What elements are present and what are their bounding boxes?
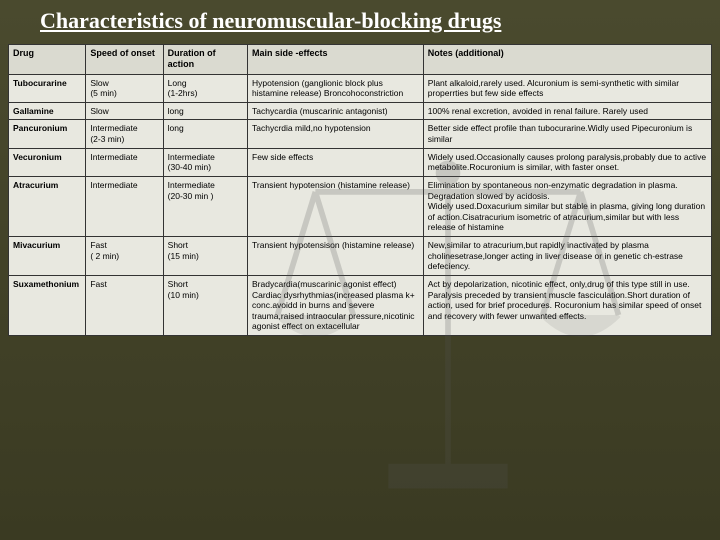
- cell-drug: Suxamethonium: [9, 275, 86, 335]
- table-row: PancuroniumIntermediate (2-3 min)longTac…: [9, 120, 712, 148]
- cell-side: Few side effects: [248, 148, 424, 176]
- cell-notes: 100% renal excretion, avoided in renal f…: [423, 102, 711, 120]
- table-row: MivacuriumFast ( 2 min)Short (15 min)Tra…: [9, 237, 712, 276]
- cell-drug: Pancuronium: [9, 120, 86, 148]
- cell-duration: Intermediate (30-40 min): [163, 148, 247, 176]
- cell-duration: Short (10 min): [163, 275, 247, 335]
- th-side: Main side -effects: [248, 45, 424, 75]
- table-container: Drug Speed of onset Duration of action M…: [8, 44, 712, 336]
- table-row: SuxamethoniumFastShort (10 min)Bradycard…: [9, 275, 712, 335]
- cell-speed: Fast: [86, 275, 163, 335]
- cell-notes: Widely used.Occasionally causes prolong …: [423, 148, 711, 176]
- cell-duration: long: [163, 120, 247, 148]
- cell-speed: Fast ( 2 min): [86, 237, 163, 276]
- cell-drug: Tubocurarine: [9, 74, 86, 102]
- cell-side: Transient hypotensison (histamine releas…: [248, 237, 424, 276]
- cell-notes: Plant alkaloid,rarely used. Alcuronium i…: [423, 74, 711, 102]
- cell-side: Tachycardia (muscarinic antagonist): [248, 102, 424, 120]
- th-speed: Speed of onset: [86, 45, 163, 75]
- cell-drug: Mivacurium: [9, 237, 86, 276]
- cell-notes: New,similar to atracurium,but rapidly in…: [423, 237, 711, 276]
- cell-drug: Atracurium: [9, 176, 86, 236]
- cell-side: Tachycrdia mild,no hypotension: [248, 120, 424, 148]
- cell-duration: long: [163, 102, 247, 120]
- cell-duration: Long (1-2hrs): [163, 74, 247, 102]
- cell-side: Bradycardia(muscarinic agonist effect) C…: [248, 275, 424, 335]
- table-row: TubocurarineSlow (5 min)Long (1-2hrs)Hyp…: [9, 74, 712, 102]
- page-title: Characteristics of neuromuscular-blockin…: [40, 8, 700, 34]
- table-body: TubocurarineSlow (5 min)Long (1-2hrs)Hyp…: [9, 74, 712, 336]
- cell-speed: Intermediate (2-3 min): [86, 120, 163, 148]
- cell-speed: Slow: [86, 102, 163, 120]
- cell-speed: Intermediate: [86, 148, 163, 176]
- th-drug: Drug: [9, 45, 86, 75]
- cell-drug: Gallamine: [9, 102, 86, 120]
- cell-speed: Intermediate: [86, 176, 163, 236]
- table-header-row: Drug Speed of onset Duration of action M…: [9, 45, 712, 75]
- cell-notes: Better side effect profile than tubocura…: [423, 120, 711, 148]
- table-row: GallamineSlowlongTachycardia (muscarinic…: [9, 102, 712, 120]
- cell-duration: Short (15 min): [163, 237, 247, 276]
- drug-table: Drug Speed of onset Duration of action M…: [8, 44, 712, 336]
- cell-drug: Vecuronium: [9, 148, 86, 176]
- table-row: VecuroniumIntermediateIntermediate (30-4…: [9, 148, 712, 176]
- cell-notes: Elimination by spontaneous non-enzymatic…: [423, 176, 711, 236]
- cell-duration: Intermediate (20-30 min ): [163, 176, 247, 236]
- th-notes: Notes (additional): [423, 45, 711, 75]
- cell-notes: Act by depolarization, nicotinic effect,…: [423, 275, 711, 335]
- cell-speed: Slow (5 min): [86, 74, 163, 102]
- cell-side: Transient hypotension (histamine release…: [248, 176, 424, 236]
- cell-side: Hypotension (ganglionic block plus hista…: [248, 74, 424, 102]
- th-duration: Duration of action: [163, 45, 247, 75]
- table-row: AtracuriumIntermediateIntermediate (20-3…: [9, 176, 712, 236]
